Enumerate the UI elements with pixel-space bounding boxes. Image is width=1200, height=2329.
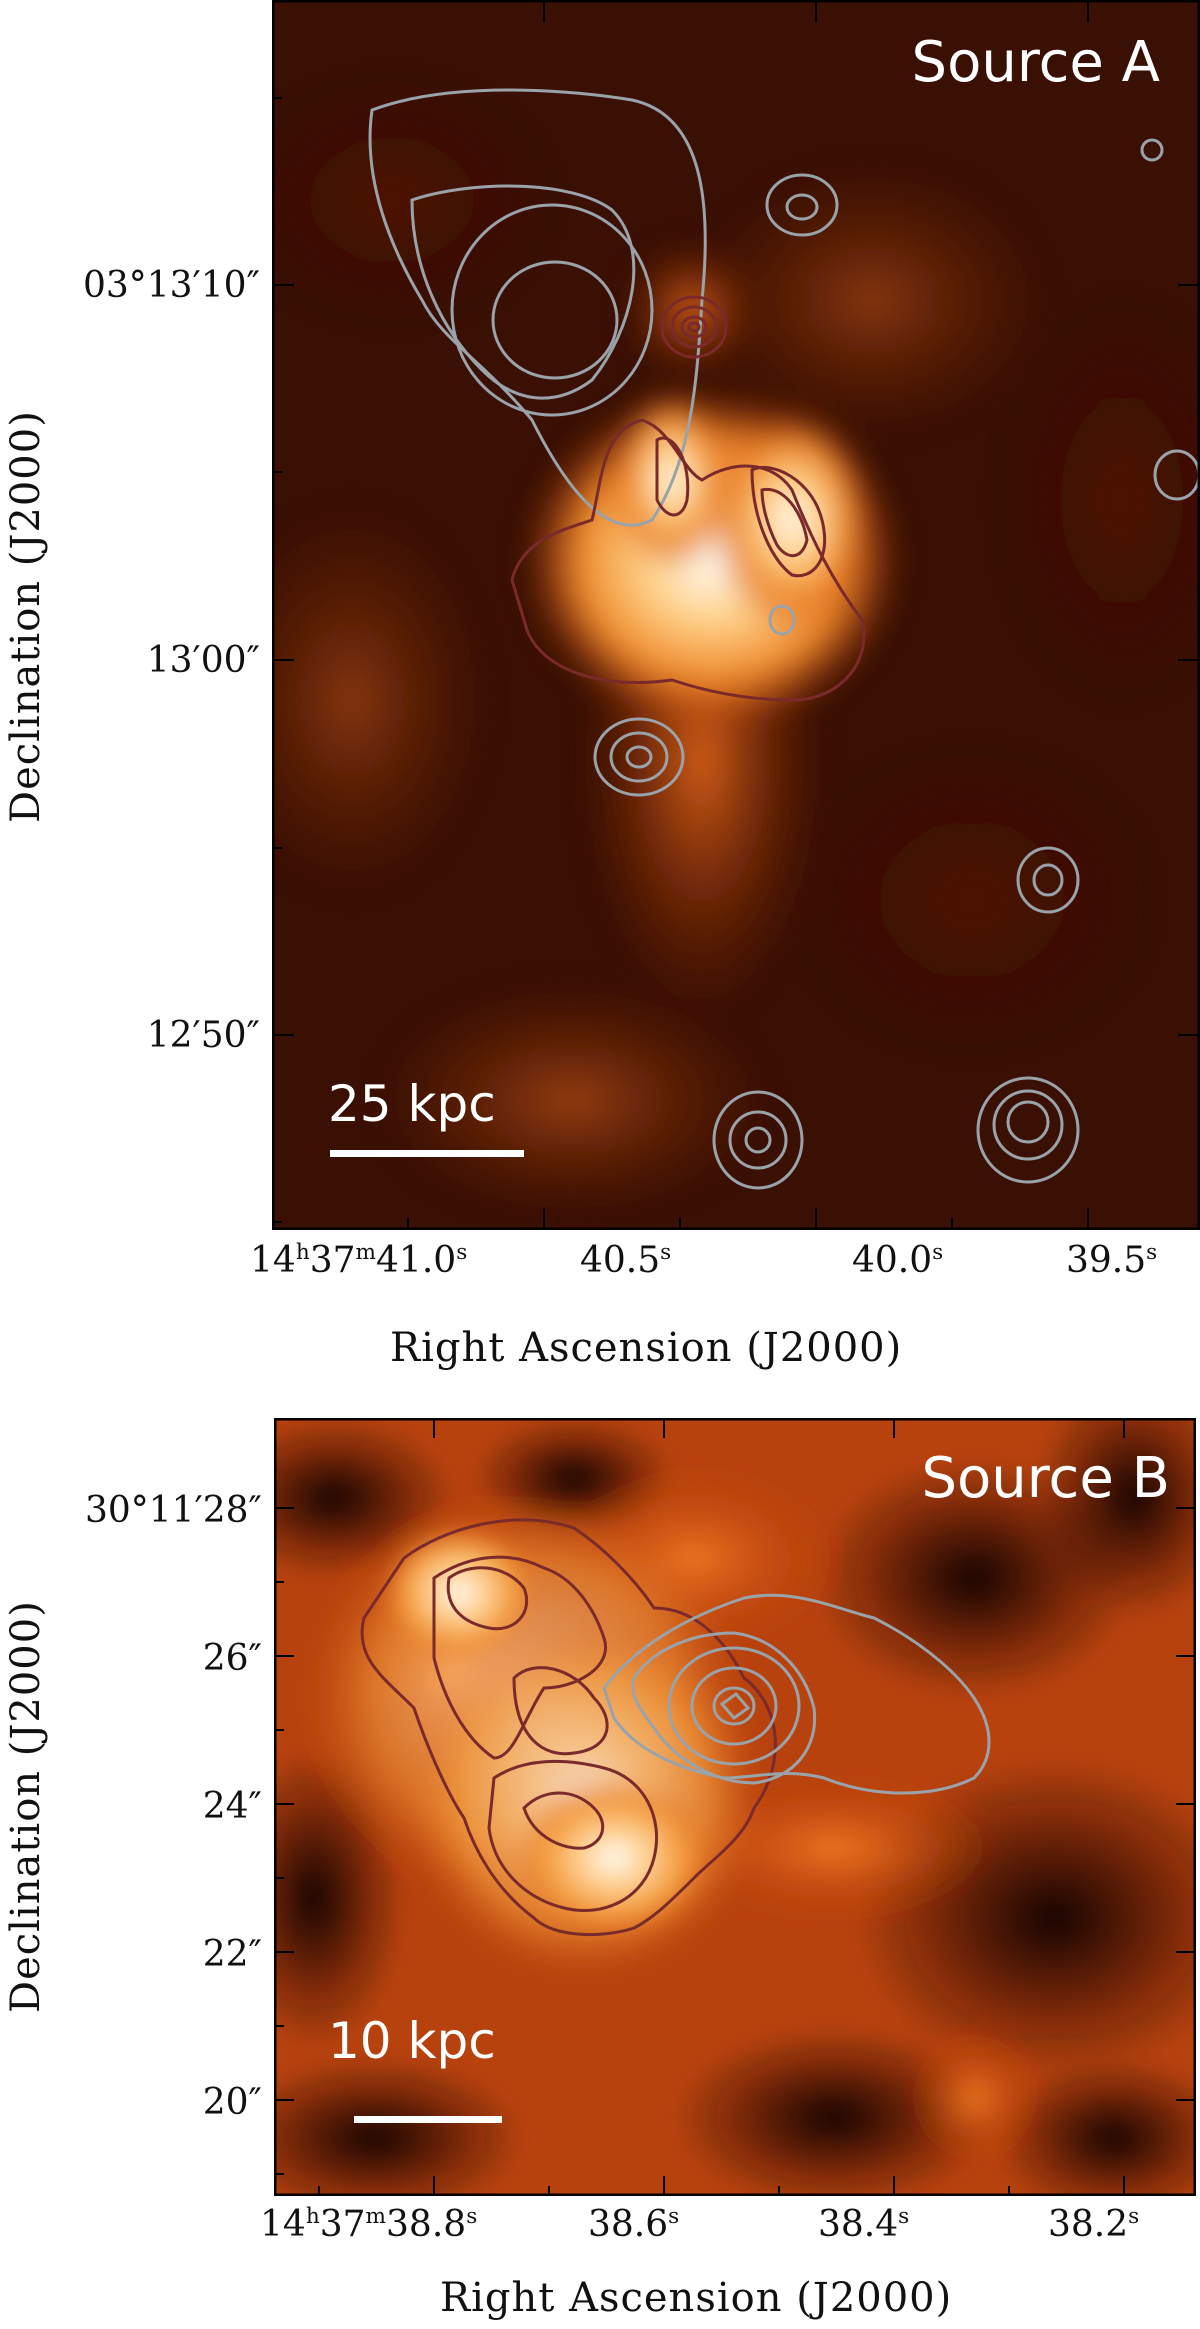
panel-source-a: Source A 25 kpc	[272, 0, 1200, 1230]
b-xtick-3: 38.2s	[1048, 2204, 1140, 2245]
b-ytick-0: 30°11′28″	[84, 1490, 262, 1531]
source-a-label: Source A	[911, 30, 1160, 95]
scale-bar-label-b: 10 kpc	[328, 2012, 496, 2070]
scale-bar-a	[330, 1150, 524, 1157]
a-xtick-0: 14h37m41.0s	[250, 1240, 468, 1281]
b-ytick-2: 24″	[202, 1786, 262, 1827]
panel-source-b: Source B 10 kpc	[274, 1418, 1196, 2196]
b-xtick-1: 38.6s	[588, 2204, 680, 2245]
b-ytick-3: 22″	[202, 1934, 262, 1975]
b-xlabel: Right Ascension (J2000)	[440, 2275, 953, 2321]
source-a-image	[272, 0, 1200, 1230]
a-ylabel: Declination (J2000)	[3, 410, 49, 823]
b-ytick-1: 26″	[202, 1638, 262, 1679]
a-xtick-2: 40.0s	[852, 1240, 944, 1281]
b-xtick-2: 38.4s	[818, 2204, 910, 2245]
source-b-label: Source B	[921, 1446, 1170, 1511]
a-ytick-1: 13′00″	[146, 640, 260, 681]
a-ytick-0: 03°13′10″	[82, 265, 260, 306]
b-ylabel: Declination (J2000)	[3, 1600, 49, 2013]
scale-bar-b	[354, 2116, 502, 2123]
a-xlabel: Right Ascension (J2000)	[390, 1325, 903, 1371]
source-b-image	[274, 1418, 1196, 2196]
a-xtick-3: 39.5s	[1066, 1240, 1158, 1281]
b-ytick-4: 20″	[202, 2082, 262, 2123]
scale-bar-label-a: 25 kpc	[328, 1075, 496, 1133]
a-ytick-2: 12′50″	[146, 1015, 260, 1056]
a-xtick-1: 40.5s	[580, 1240, 672, 1281]
b-xtick-0: 14h37m38.8s	[260, 2204, 478, 2245]
